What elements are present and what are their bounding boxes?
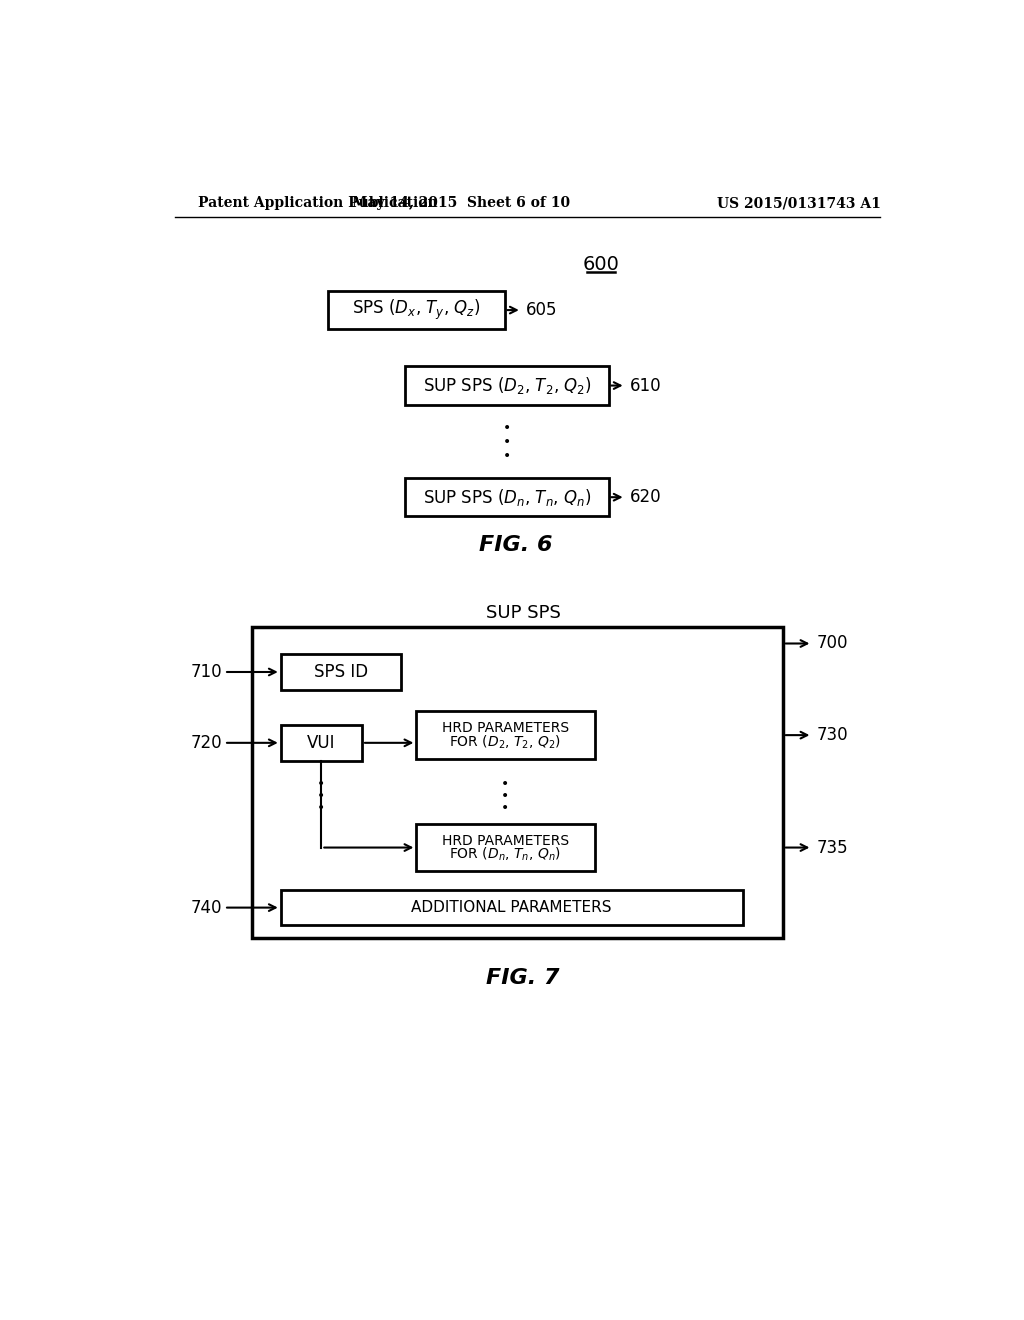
Text: •: • (503, 421, 511, 434)
Text: SUP SPS ($D_n$, $T_n$, $Q_n$): SUP SPS ($D_n$, $T_n$, $Q_n$) (423, 487, 591, 508)
Text: 700: 700 (816, 635, 848, 652)
FancyBboxPatch shape (406, 478, 608, 516)
FancyBboxPatch shape (281, 725, 362, 760)
FancyBboxPatch shape (281, 655, 400, 689)
Text: HRD PARAMETERS: HRD PARAMETERS (442, 721, 569, 735)
FancyBboxPatch shape (252, 627, 783, 939)
Text: VUI: VUI (307, 734, 336, 752)
Text: 605: 605 (525, 301, 557, 319)
Text: 720: 720 (190, 734, 222, 752)
Text: •: • (317, 789, 326, 803)
Text: FIG. 6: FIG. 6 (479, 535, 552, 554)
FancyBboxPatch shape (417, 711, 595, 759)
Text: May 14, 2015  Sheet 6 of 10: May 14, 2015 Sheet 6 of 10 (352, 197, 570, 210)
Text: •: • (317, 801, 326, 816)
Text: FOR ($D_2$, $T_2$, $Q_2$): FOR ($D_2$, $T_2$, $Q_2$) (450, 734, 561, 751)
Text: HRD PARAMETERS: HRD PARAMETERS (442, 834, 569, 847)
Text: •: • (317, 776, 326, 791)
FancyBboxPatch shape (281, 890, 742, 925)
Text: 600: 600 (583, 255, 620, 275)
Text: •: • (502, 776, 510, 791)
Text: 620: 620 (630, 488, 662, 506)
Text: SUP SPS: SUP SPS (485, 603, 561, 622)
Text: •: • (503, 434, 511, 449)
Text: SUP SPS ($D_2$, $T_2$, $Q_2$): SUP SPS ($D_2$, $T_2$, $Q_2$) (423, 375, 591, 396)
Text: 740: 740 (191, 899, 222, 916)
Text: •: • (502, 789, 510, 803)
FancyBboxPatch shape (417, 824, 595, 871)
FancyBboxPatch shape (406, 367, 608, 405)
Text: 710: 710 (190, 663, 222, 681)
Text: FIG. 7: FIG. 7 (486, 969, 560, 989)
Text: 730: 730 (816, 726, 848, 744)
Text: US 2015/0131743 A1: US 2015/0131743 A1 (717, 197, 881, 210)
Text: 735: 735 (816, 838, 848, 857)
FancyBboxPatch shape (328, 290, 505, 330)
Text: FOR ($D_n$, $T_n$, $Q_n$): FOR ($D_n$, $T_n$, $Q_n$) (450, 846, 561, 863)
Text: SPS ($D_x$, $T_y$, $Q_z$): SPS ($D_x$, $T_y$, $Q_z$) (352, 298, 480, 322)
Text: 610: 610 (630, 376, 662, 395)
Text: •: • (503, 449, 511, 462)
Text: Patent Application Publication: Patent Application Publication (198, 197, 437, 210)
Text: ADDITIONAL PARAMETERS: ADDITIONAL PARAMETERS (412, 900, 612, 915)
Text: SPS ID: SPS ID (313, 663, 368, 681)
Text: •: • (502, 801, 510, 816)
